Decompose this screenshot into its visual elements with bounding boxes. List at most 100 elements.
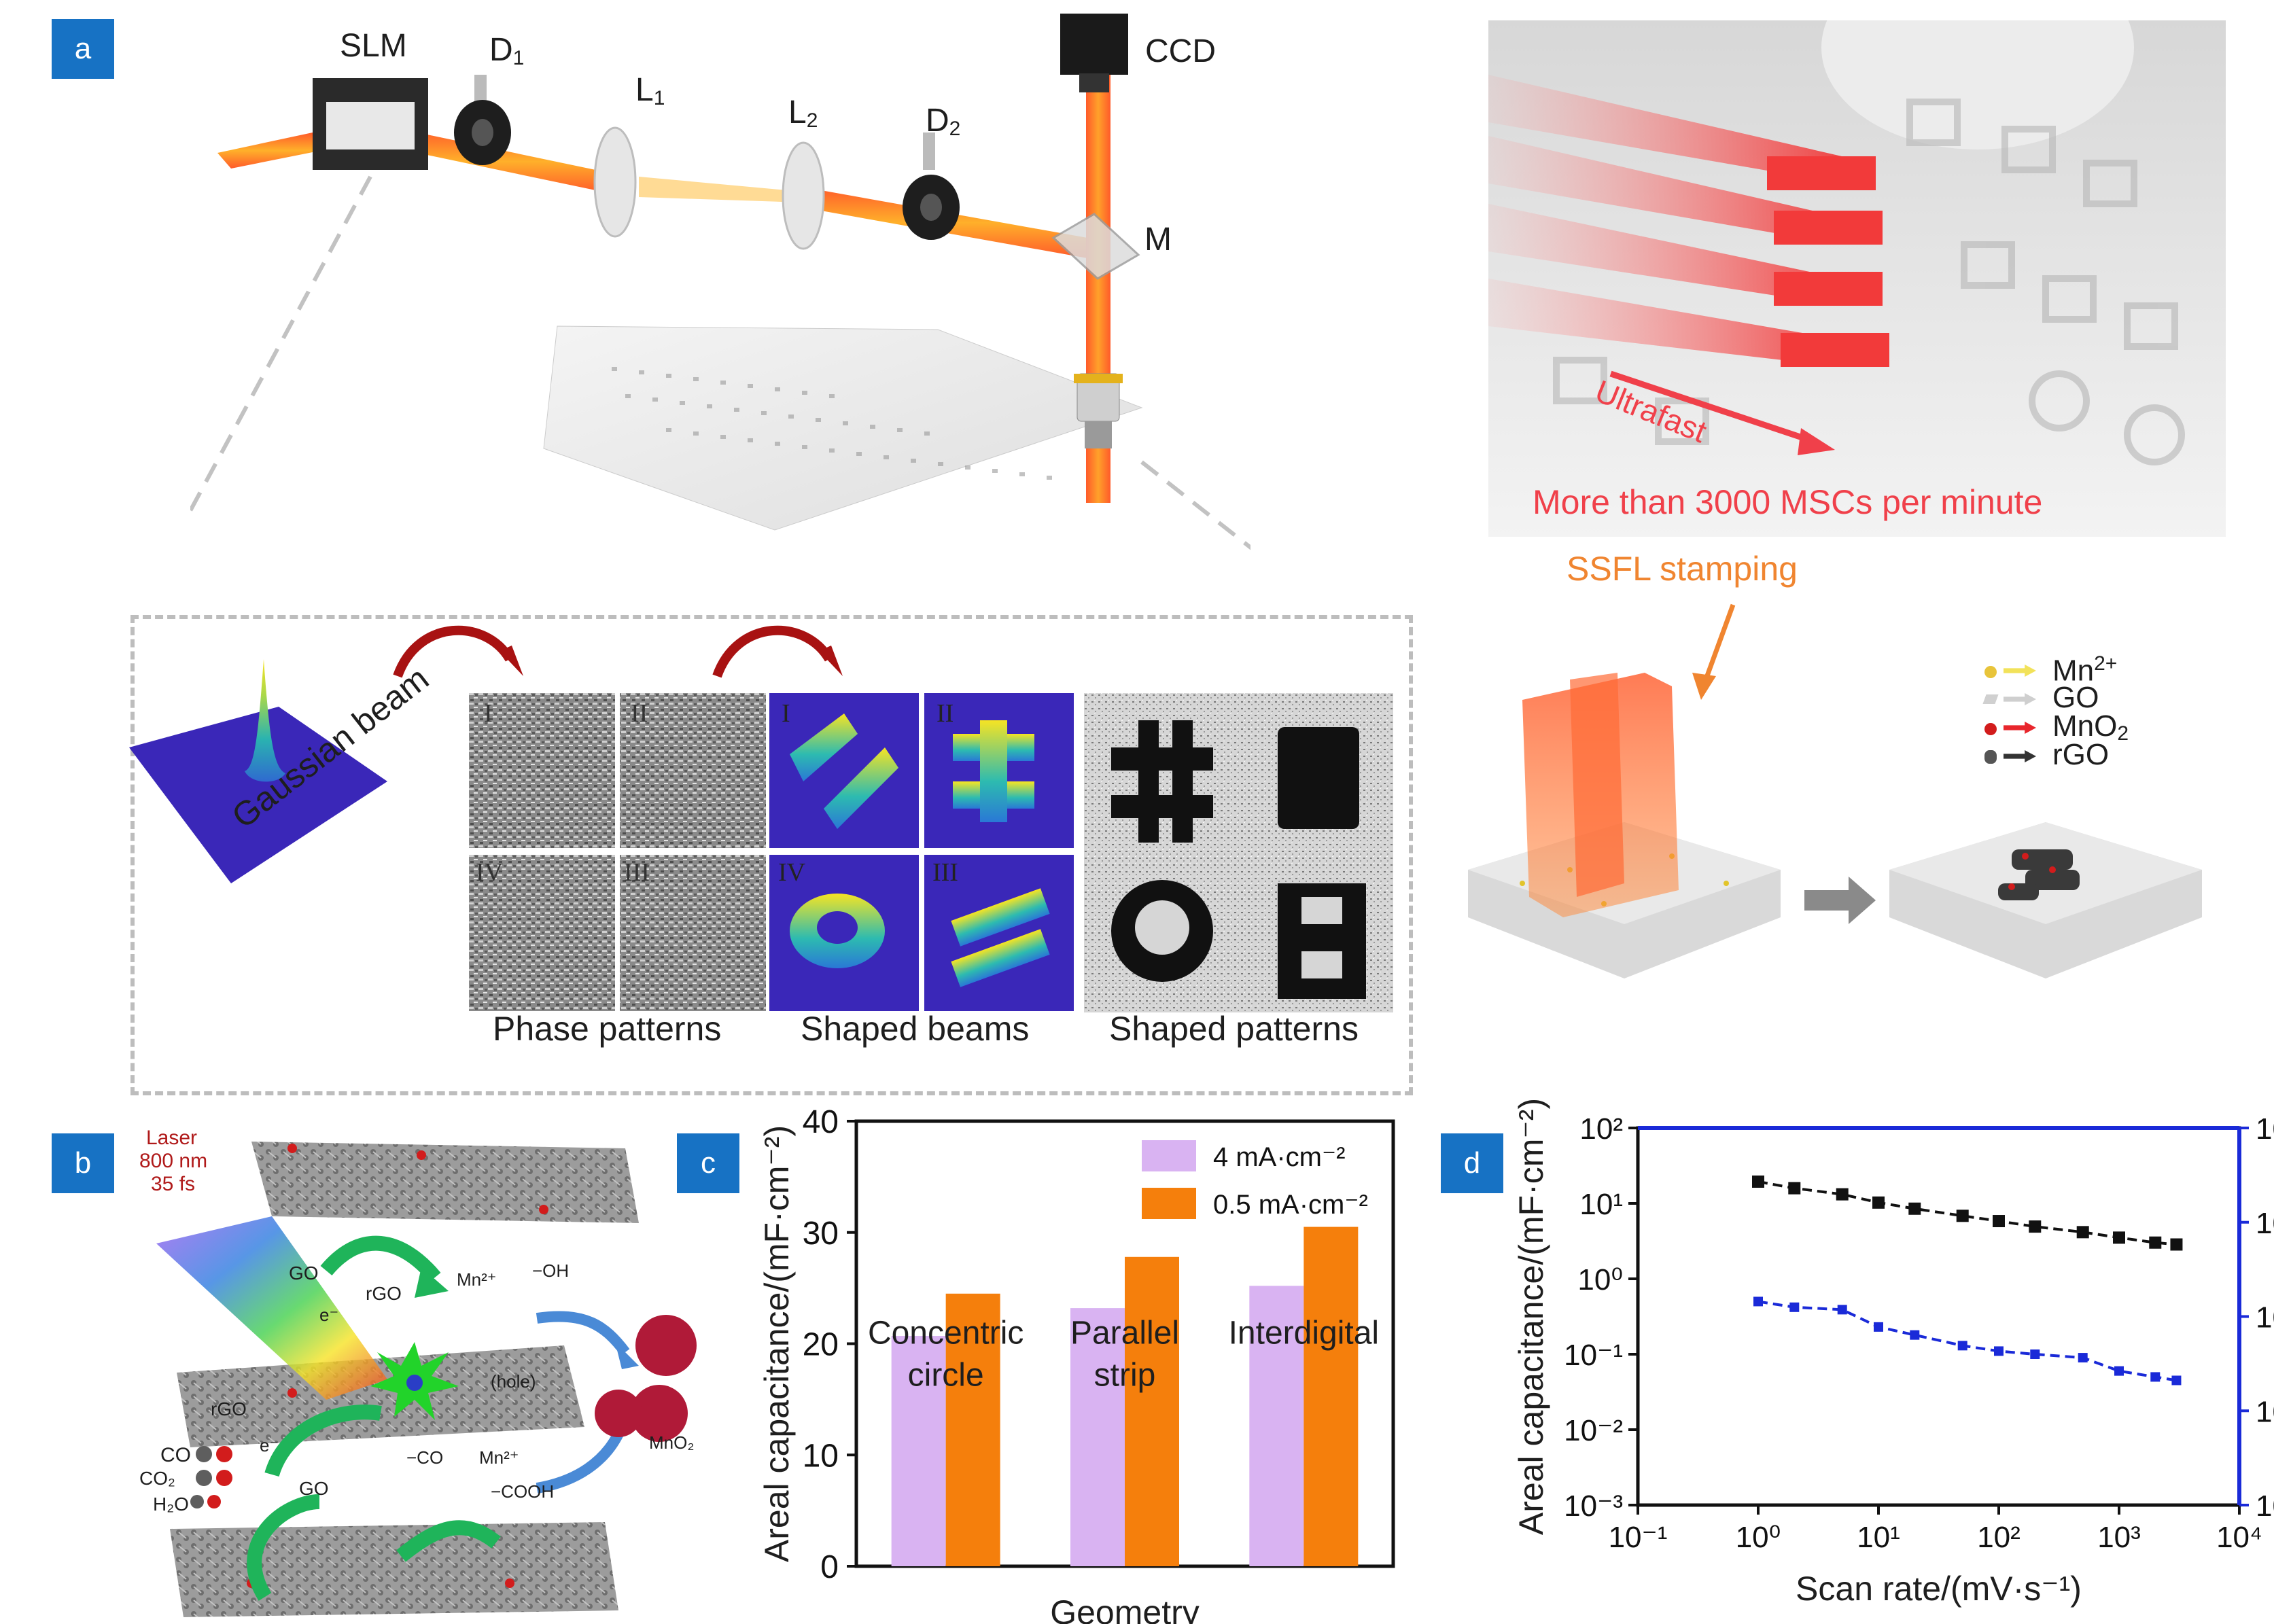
mech-label-co: CO <box>160 1444 191 1466</box>
category-label-1-0: Parallel <box>1070 1316 1179 1352</box>
x-axis-title: Scan rate/(mV·s⁻¹) <box>1796 1570 2082 1608</box>
y-tick-label-2: 10⁻¹ <box>1564 1339 1623 1372</box>
panel-d-tag: d <box>1441 1133 1503 1193</box>
legend-label-1: 0.5 mA·cm⁻² <box>1213 1190 1368 1220</box>
bar-0-0 <box>891 1336 946 1566</box>
y-tick-label-3: 30 <box>803 1216 839 1252</box>
gaussian-beam-plot <box>129 659 387 883</box>
mech-label-mno2: MnO₂ <box>649 1432 695 1453</box>
y-right-tick-label-2: 10² <box>2256 1301 2274 1335</box>
series-line-0 <box>1757 1180 2177 1246</box>
legend-row-mno2: MnO2 <box>1984 709 2209 745</box>
legend-arrow-go-icon <box>2004 693 2036 705</box>
y-tick-label-2: 20 <box>803 1327 839 1363</box>
panel-c-tag: c <box>677 1133 739 1193</box>
mech-label-rgo-1: rGO <box>366 1283 402 1304</box>
legend-label-mn: Mn2+ <box>2052 652 2118 688</box>
mirror-label: M <box>1144 222 1172 258</box>
y-tick-label-4: 40 <box>803 1104 839 1140</box>
bar-0-1 <box>945 1293 1000 1566</box>
slm-label: SLM <box>340 28 407 64</box>
point-0-0 <box>1752 1175 1764 1188</box>
stamping-illustration <box>1468 603 2202 978</box>
x-tick-label-0: 10⁻¹ <box>1609 1521 1668 1554</box>
legend-label-0: 4 mA·cm⁻² <box>1213 1142 1345 1172</box>
y-right-tick-label-1: 10¹ <box>2256 1395 2274 1428</box>
mech-label-e-2: e⁻ <box>260 1435 279 1455</box>
point-0-8 <box>2076 1226 2089 1239</box>
point-1-3 <box>1874 1322 1883 1332</box>
y-tick-label-0: 0 <box>820 1549 839 1585</box>
panel-a-tag: a <box>52 19 114 79</box>
x-tick-label-4: 10³ <box>2097 1521 2141 1554</box>
pulse-label: 35 fs <box>151 1173 196 1195</box>
point-1-5 <box>1957 1341 1967 1351</box>
y-axis-title: Areal capacitance/(mF·cm⁻²) <box>1512 1098 1550 1535</box>
point-1-8 <box>2078 1353 2088 1363</box>
curved-arrow-1-icon <box>393 625 523 678</box>
wavelength-label: 800 nm <box>139 1150 208 1172</box>
category-label-0-1: circle <box>908 1358 984 1394</box>
point-1-10 <box>2150 1372 2161 1382</box>
panel-b-tag: b <box>52 1133 114 1193</box>
legend-dot-rgo <box>1984 750 1997 764</box>
point-1-9 <box>2114 1366 2124 1376</box>
x-tick-label-5: 10⁴ <box>2216 1521 2262 1554</box>
legend-row-rgo: rGO <box>1984 738 2209 771</box>
point-0-4 <box>1908 1202 1921 1215</box>
phase-label-3: IV <box>476 858 504 887</box>
y-right-tick-label-4: 10⁴ <box>2256 1112 2274 1146</box>
legend-dot-mno2 <box>1984 723 1997 735</box>
shaped-beams-grid <box>769 693 1074 1011</box>
legend-label-go: GO <box>2052 681 2099 714</box>
x-axis-title: Geometry <box>1050 1593 1200 1624</box>
phase-patterns-grid <box>469 693 766 1011</box>
point-0-9 <box>2113 1231 2125 1244</box>
legend-arrow-rgo-icon <box>2004 750 2036 762</box>
mech-label-h2o: H₂O <box>153 1494 189 1515</box>
ssfl-stamping-label: SSFL stamping <box>1567 550 1798 588</box>
point-1-7 <box>2030 1349 2040 1359</box>
laser-label: Laser <box>146 1127 198 1149</box>
legend-arrow-mn-icon <box>2004 665 2036 677</box>
point-1-2 <box>1837 1305 1847 1315</box>
y-tick-label-0: 10⁻³ <box>1564 1489 1623 1523</box>
legend-row-mn: Mn2+ <box>1984 652 2209 688</box>
legend-dot-go <box>1982 694 1999 704</box>
x-tick-label-1: 10⁰ <box>1736 1521 1781 1554</box>
phase-label-1: I <box>484 699 493 728</box>
inset-dashed-box <box>130 615 1413 1095</box>
beam-label-2: II <box>937 699 954 728</box>
bar-chart-geometry: 0 10 20 30 40 Concentric circle Parallel strip In… <box>758 1104 1395 1624</box>
throughput-label: More than 3000 MSCs per minute <box>1533 483 2043 521</box>
mechanism-illustration <box>156 1142 697 1617</box>
optical-setup-illustration <box>190 14 1250 550</box>
log-log-chart-scan-rate: 10⁻¹ 10⁰ 10¹ 10² 10³ 10⁴ 10⁻³ 10⁻² 10⁻¹ 10⁰ 10¹ 10²… <box>1512 1098 2274 1608</box>
point-1-1 <box>1789 1302 1800 1312</box>
beam-label-4: III <box>932 858 958 887</box>
mech-label-cooh: −COOH <box>491 1481 555 1502</box>
legend-row-go: GO <box>1982 681 2209 714</box>
mech-label-rgo-2: rGO <box>211 1398 247 1419</box>
y-tick-label-1: 10 <box>803 1438 839 1474</box>
bar-2-0 <box>1249 1286 1304 1566</box>
legend-dot-mn <box>1984 666 1997 678</box>
point-0-2 <box>1836 1188 1849 1201</box>
mech-label-go-2: GO <box>299 1478 329 1499</box>
phase-label-4: III <box>624 858 650 887</box>
mech-label-mn-1: Mn²⁺ <box>457 1269 497 1290</box>
shaped-beams-caption: Shaped beams <box>801 1010 1030 1048</box>
l2-label: L2 <box>788 94 818 132</box>
ccd-label: CCD <box>1145 33 1216 69</box>
point-1-6 <box>1994 1346 2004 1356</box>
d1-label: D1 <box>489 32 525 69</box>
bar-1-1 <box>1125 1256 1179 1566</box>
mech-label-co2: CO₂ <box>139 1468 175 1489</box>
legend-swatch-1 <box>1142 1188 1196 1219</box>
point-0-6 <box>1993 1215 2005 1228</box>
legend-label-mno2: MnO2 <box>2052 709 2129 745</box>
phase-patterns-caption: Phase patterns <box>493 1010 722 1048</box>
point-0-10 <box>2149 1236 2162 1249</box>
y-right-tick-label-0: 10⁰ <box>2256 1489 2274 1523</box>
beam-label-3: IV <box>778 858 806 887</box>
